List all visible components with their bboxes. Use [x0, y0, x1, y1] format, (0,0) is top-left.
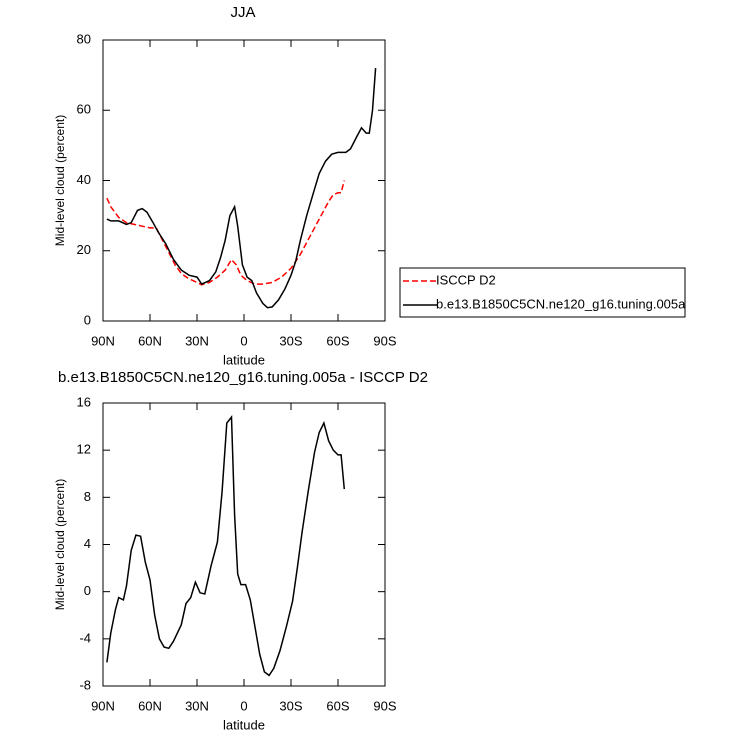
x-axis-label: latitude	[223, 717, 265, 732]
y-tick-label: 0	[84, 583, 91, 598]
y-tick-label: 60	[77, 102, 91, 117]
data-line	[106, 68, 377, 309]
y-tick-label: 0	[84, 312, 91, 327]
y-tick-label: 4	[84, 536, 91, 551]
x-tick-label: 90N	[91, 333, 115, 348]
legend-box	[399, 267, 686, 318]
legend-label: ISCCP D2	[436, 272, 496, 287]
y-tick-label: 40	[77, 172, 91, 187]
y-axis-label: Mid-level cloud (percent)	[53, 479, 67, 610]
x-tick-label: 90N	[91, 698, 115, 713]
plot-frame	[102, 402, 386, 687]
x-tick-label: 30N	[185, 333, 209, 348]
y-tick-label: 12	[77, 442, 91, 457]
x-tick-label: 0	[240, 698, 247, 713]
y-tick-label: 80	[77, 31, 91, 46]
y-axis-label: Mid-level cloud (percent)	[53, 115, 67, 246]
plot-frame	[102, 39, 386, 322]
x-tick-label: 60N	[138, 333, 162, 348]
x-tick-label: 30S	[279, 333, 302, 348]
chart-title: JJA	[230, 4, 255, 21]
x-tick-label: 90S	[373, 333, 396, 348]
x-tick-label: 60N	[138, 698, 162, 713]
x-tick-label: 60S	[326, 333, 349, 348]
x-tick-label: 30N	[185, 698, 209, 713]
y-tick-label: 20	[77, 242, 91, 257]
y-tick-label: 8	[84, 489, 91, 504]
x-axis-label: latitude	[223, 352, 265, 367]
legend-label: b.e13.B1850C5CN.ne120_g16.tuning.005a	[436, 296, 686, 311]
y-tick-label: -4	[79, 630, 91, 645]
x-tick-label: 0	[240, 333, 247, 348]
chart-title: b.e13.B1850C5CN.ne120_g16.tuning.005a - …	[58, 369, 428, 386]
y-tick-label: 16	[77, 394, 91, 409]
x-tick-label: 30S	[279, 698, 302, 713]
y-tick-label: -8	[79, 677, 91, 692]
data-line	[106, 415, 346, 677]
x-tick-label: 60S	[326, 698, 349, 713]
data-line	[106, 180, 346, 286]
x-tick-label: 90S	[373, 698, 396, 713]
